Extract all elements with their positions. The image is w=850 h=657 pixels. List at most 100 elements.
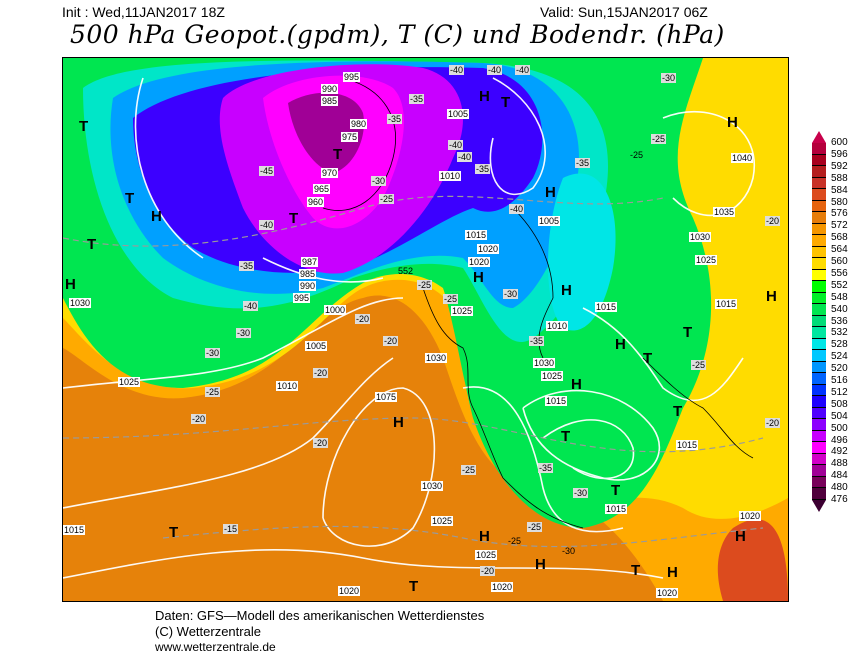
colorbar-tick-label: 512 — [831, 386, 848, 398]
isotherm-label: -25 — [205, 387, 221, 397]
isotherm-label: -25 — [508, 536, 522, 546]
colorbar-segment — [812, 166, 826, 178]
isobar-label: 985 — [321, 96, 339, 106]
isotherm-label: -30 — [661, 73, 677, 83]
high-pressure-symbol: H — [535, 556, 546, 573]
isobar-label: 1035 — [713, 207, 736, 217]
low-pressure-symbol: T — [289, 210, 299, 227]
colorbar-tick-label: 600 — [831, 137, 848, 148]
isobar-label: 1000 — [324, 305, 347, 315]
isotherm-label: -35 — [575, 158, 591, 168]
colorbar-segment — [812, 384, 826, 396]
high-pressure-symbol: H — [571, 376, 582, 393]
isotherm-label: -20 — [355, 314, 371, 324]
isobar-label: 980 — [350, 119, 368, 129]
low-pressure-symbol: T — [611, 482, 621, 499]
isobar-label: 960 — [307, 197, 325, 207]
colorbar-tick-label: 564 — [831, 244, 848, 256]
colorbar-tick-label: 496 — [831, 434, 848, 446]
colorbar-segment — [812, 143, 826, 155]
colorbar-tick-label: 476 — [831, 494, 848, 505]
isotherm-label: -20 — [313, 368, 329, 378]
isobar-label: 990 — [299, 281, 317, 291]
isobar-label: 1030 — [425, 353, 448, 363]
colorbar-segment — [812, 396, 826, 408]
isotherm-label: -30 — [562, 546, 576, 556]
colorbar-tick-label: 596 — [831, 148, 848, 160]
isobar-label: 1030 — [533, 358, 556, 368]
low-pressure-symbol: T — [333, 146, 343, 163]
colorbar-tick-label: 580 — [831, 196, 848, 208]
isotherm-label: -30 — [236, 328, 252, 338]
isotherm-label: -25 — [651, 134, 667, 144]
chart-title: 500 hPa Geopot.(gpdm), T (C) und Bodendr… — [70, 20, 725, 49]
colorbar-bottom-arrow — [812, 499, 826, 512]
colorbar-segment — [812, 442, 826, 454]
low-pressure-symbol: T — [125, 190, 135, 207]
colorbar-tick-label: 488 — [831, 458, 848, 470]
colorbar-tick-label: 532 — [831, 327, 848, 339]
isobar-label: 1010 — [546, 321, 569, 331]
colorbar-tick-label: 536 — [831, 315, 848, 327]
isobar-label: 1015 — [63, 525, 86, 535]
colorbar-tick-label: 508 — [831, 398, 848, 410]
colorbar-segment — [812, 200, 826, 212]
isobar-label: 987 — [301, 257, 319, 267]
isobar-label: 1015 — [595, 302, 618, 312]
colorbar-tick-label: 528 — [831, 339, 848, 351]
colorbar-segment — [812, 223, 826, 235]
isotherm-label: -25 — [461, 465, 477, 475]
isotherm-label: -30 — [503, 289, 519, 299]
isobar-label: 1030 — [689, 232, 712, 242]
colorbar-tick-label: 572 — [831, 220, 848, 232]
colorbar-tick-label: 520 — [831, 363, 848, 375]
isobar-label: 1015 — [545, 396, 568, 406]
colorbar-tick-label: 484 — [831, 470, 848, 482]
isobar-label: 1005 — [305, 341, 328, 351]
colorbar-tick-label: 540 — [831, 303, 848, 315]
isotherm-label: -20 — [480, 566, 496, 576]
isotherm-label: -25 — [691, 360, 707, 370]
isobar-label: 995 — [343, 72, 361, 82]
isotherm-label: -25 — [527, 522, 543, 532]
isotherm-label: -20 — [191, 414, 207, 424]
low-pressure-symbol: T — [79, 118, 89, 135]
colorbar-segment — [812, 235, 826, 247]
isobar-label: 1020 — [338, 586, 361, 596]
isobar-label: 1025 — [541, 371, 564, 381]
colorbar-tick-label: 500 — [831, 422, 848, 434]
isobar-label: 1010 — [276, 381, 299, 391]
colorbar-tick-label: 556 — [831, 267, 848, 279]
colorbar-tick-label: 568 — [831, 232, 848, 244]
low-pressure-symbol: T — [631, 562, 641, 579]
footer-url: www.wetterzentrale.de — [155, 640, 276, 654]
colorbar-segment — [812, 177, 826, 189]
isobar-label: 1025 — [475, 550, 498, 560]
colorbar-segment — [812, 465, 826, 477]
high-pressure-symbol: H — [545, 184, 556, 201]
high-pressure-symbol: H — [561, 282, 572, 299]
colorbar-segment — [812, 304, 826, 316]
colorbar-segment — [812, 430, 826, 442]
colorbar-tick-label: 592 — [831, 160, 848, 172]
isobar-label: 1025 — [118, 377, 141, 387]
colorbar-segment — [812, 476, 826, 488]
colorbar-tick-label: 588 — [831, 172, 848, 184]
isobar-label: 975 — [341, 132, 359, 142]
init-time: Init : Wed,11JAN2017 18Z — [62, 4, 225, 20]
colorbar-segment — [812, 350, 826, 362]
high-pressure-symbol: H — [65, 276, 76, 293]
isotherm-label: -15 — [223, 524, 239, 534]
valid-time: Valid: Sun,15JAN2017 06Z — [540, 4, 708, 20]
isotherm-label: -35 — [538, 463, 554, 473]
low-pressure-symbol: T — [87, 236, 97, 253]
footer-source: Daten: GFS—Modell des amerikanischen Wet… — [155, 608, 485, 623]
isobar-label: 1075 — [375, 392, 398, 402]
isotherm-label: -25 — [630, 150, 644, 160]
low-pressure-symbol: T — [501, 94, 511, 111]
isobar-label: 1010 — [439, 171, 462, 181]
isotherm-label: -40 — [448, 140, 464, 150]
isobar-label: 1025 — [451, 306, 474, 316]
isobar-label: 1020 — [739, 511, 762, 521]
isotherm-label: -20 — [313, 438, 329, 448]
